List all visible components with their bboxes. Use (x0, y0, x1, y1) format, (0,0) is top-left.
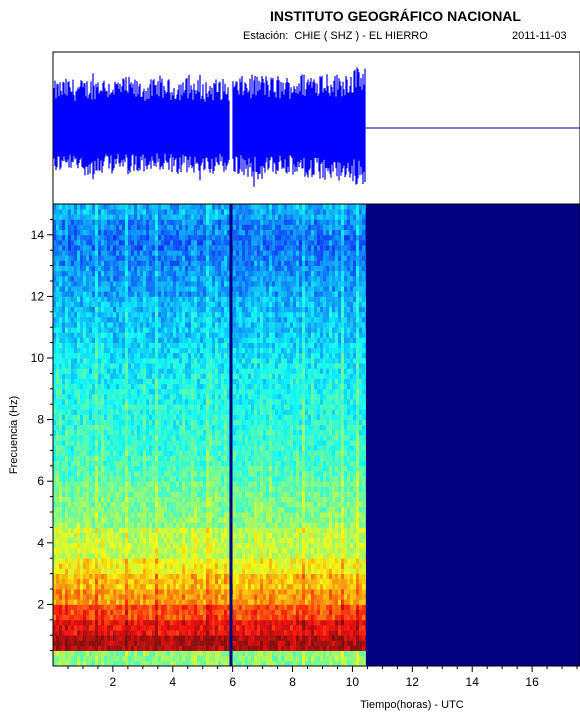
header-title: INSTITUTO GEOGRÁFICO NACIONAL (270, 8, 521, 24)
station-name: CHIE ( SHZ ) - EL HIERRO (294, 30, 428, 42)
seismogram-waveform (53, 67, 366, 187)
station-info: Estación: CHIE ( SHZ ) - EL HIERRO (243, 30, 428, 42)
no-data-region (365, 204, 580, 666)
seismogram-panel (52, 51, 580, 205)
seismogram-trace (53, 67, 366, 187)
station-label: Estación: (243, 30, 289, 42)
record-date: 2011-11-03 (512, 30, 567, 42)
